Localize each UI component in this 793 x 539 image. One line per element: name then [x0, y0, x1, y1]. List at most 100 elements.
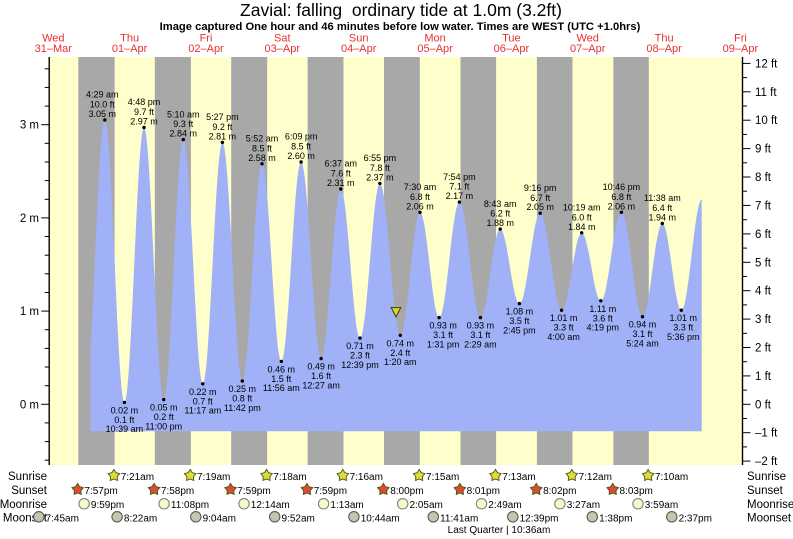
svg-text:0.02 m: 0.02 m — [111, 405, 139, 415]
svg-text:06–Apr: 06–Apr — [494, 43, 530, 55]
svg-text:10.0 ft: 10.0 ft — [90, 100, 116, 110]
svg-text:6:55 pm: 6:55 pm — [364, 153, 397, 163]
svg-text:9:52am: 9:52am — [282, 514, 315, 525]
svg-text:1.11 m: 1.11 m — [589, 304, 616, 314]
svg-text:5 ft: 5 ft — [755, 257, 772, 269]
svg-text:Sunrise: Sunrise — [8, 471, 47, 483]
svg-text:09–Apr: 09–Apr — [723, 43, 759, 55]
svg-text:4 ft: 4 ft — [755, 286, 772, 298]
svg-text:2 ft: 2 ft — [755, 343, 772, 355]
svg-text:7:19am: 7:19am — [197, 472, 230, 483]
svg-text:3.3 ft: 3.3 ft — [673, 323, 694, 333]
svg-text:0.05 m: 0.05 m — [150, 403, 178, 413]
svg-text:8:43 am: 8:43 am — [484, 199, 517, 209]
svg-text:7:13am: 7:13am — [502, 472, 535, 483]
svg-text:11:42 pm: 11:42 pm — [224, 403, 261, 413]
svg-text:12:14am: 12:14am — [251, 500, 290, 511]
svg-text:Zavial: falling ordinary tide: Zavial: falling ordinary tide at 1.0m (3… — [240, 0, 562, 20]
svg-text:01–Apr: 01–Apr — [112, 43, 148, 55]
svg-text:1.01 m: 1.01 m — [550, 313, 578, 323]
svg-text:2.84 m: 2.84 m — [170, 129, 198, 139]
svg-text:7:15am: 7:15am — [426, 472, 459, 483]
svg-text:7.6 ft: 7.6 ft — [331, 169, 352, 179]
svg-text:11 ft: 11 ft — [755, 87, 777, 99]
svg-text:9.3 ft: 9.3 ft — [173, 119, 194, 129]
svg-text:10:19 am: 10:19 am — [563, 203, 601, 213]
svg-text:1 m: 1 m — [20, 306, 39, 318]
svg-text:7.8 ft: 7.8 ft — [370, 163, 391, 173]
svg-text:8:22am: 8:22am — [124, 514, 157, 525]
svg-text:2.60 m: 2.60 m — [287, 151, 315, 161]
svg-text:6.0 ft: 6.0 ft — [572, 212, 593, 222]
svg-text:5:36 pm: 5:36 pm — [667, 332, 700, 342]
svg-text:–2 ft: –2 ft — [755, 456, 778, 468]
svg-text:9:16 pm: 9:16 pm — [524, 183, 557, 193]
svg-text:7:58pm: 7:58pm — [161, 486, 194, 497]
svg-text:2 m: 2 m — [20, 213, 39, 225]
svg-text:2.58 m: 2.58 m — [248, 153, 276, 163]
svg-text:5:10 am: 5:10 am — [167, 109, 200, 119]
svg-text:–1 ft: –1 ft — [755, 428, 778, 440]
svg-text:Fri: Fri — [200, 33, 213, 45]
svg-text:3.1 ft: 3.1 ft — [470, 330, 491, 340]
svg-text:2.06 m: 2.06 m — [608, 201, 636, 211]
svg-text:12:39 pm: 12:39 pm — [341, 360, 379, 370]
svg-text:1:20 am: 1:20 am — [384, 357, 417, 367]
svg-text:Sunrise: Sunrise — [747, 471, 786, 483]
svg-text:6:37 am: 6:37 am — [325, 159, 358, 169]
svg-text:3.6 ft: 3.6 ft — [593, 313, 614, 323]
svg-text:3 ft: 3 ft — [755, 314, 772, 326]
svg-text:12 ft: 12 ft — [755, 58, 778, 70]
svg-text:1.6 ft: 1.6 ft — [311, 371, 332, 381]
svg-text:6.7 ft: 6.7 ft — [530, 193, 551, 203]
svg-text:0.8 ft: 0.8 ft — [232, 394, 253, 404]
svg-text:1:31 pm: 1:31 pm — [427, 339, 460, 349]
svg-text:Fri: Fri — [734, 33, 747, 45]
svg-text:10:39 am: 10:39 am — [106, 424, 144, 434]
svg-text:5:27 pm: 5:27 pm — [206, 112, 239, 122]
svg-text:2.97 m: 2.97 m — [130, 117, 158, 127]
svg-text:7:45am: 7:45am — [46, 514, 79, 525]
svg-text:Thu: Thu — [655, 33, 674, 45]
svg-text:Mon: Mon — [424, 33, 445, 45]
svg-text:Wed: Wed — [42, 33, 64, 45]
svg-text:Moonset: Moonset — [747, 513, 792, 525]
svg-text:31–Mar: 31–Mar — [35, 43, 73, 55]
svg-text:2.31 m: 2.31 m — [327, 178, 355, 188]
svg-text:7:57pm: 7:57pm — [84, 486, 117, 497]
svg-text:Sun: Sun — [349, 33, 369, 45]
svg-text:0.94 m: 0.94 m — [629, 320, 657, 330]
svg-text:3 m: 3 m — [20, 120, 39, 132]
svg-text:6.2 ft: 6.2 ft — [490, 209, 511, 219]
svg-text:7:18am: 7:18am — [273, 472, 306, 483]
svg-text:4:29 am: 4:29 am — [86, 90, 119, 100]
svg-text:2.4 ft: 2.4 ft — [390, 348, 411, 358]
svg-text:11:00 pm: 11:00 pm — [145, 421, 182, 431]
svg-text:3.1 ft: 3.1 ft — [632, 329, 653, 339]
svg-text:8:01pm: 8:01pm — [467, 486, 500, 497]
svg-text:0.7 ft: 0.7 ft — [193, 396, 214, 406]
svg-text:7:10am: 7:10am — [655, 472, 688, 483]
svg-text:7:54 pm: 7:54 pm — [443, 172, 476, 182]
svg-text:6.8 ft: 6.8 ft — [611, 192, 632, 202]
svg-text:8 ft: 8 ft — [755, 172, 772, 184]
svg-text:0.22 m: 0.22 m — [189, 387, 217, 397]
svg-text:7:30 am: 7:30 am — [404, 182, 437, 192]
svg-text:7.1 ft: 7.1 ft — [449, 182, 470, 192]
svg-text:3.5 ft: 3.5 ft — [509, 316, 530, 326]
svg-text:10 ft: 10 ft — [755, 115, 778, 127]
svg-text:Moonrise: Moonrise — [0, 499, 47, 511]
svg-text:Image captured One hour and 46: Image captured One hour and 46 minutes b… — [160, 21, 641, 33]
svg-text:9:04am: 9:04am — [203, 514, 236, 525]
svg-text:1.08 m: 1.08 m — [506, 307, 534, 317]
svg-text:2.3 ft: 2.3 ft — [350, 351, 371, 361]
svg-text:08–Apr: 08–Apr — [646, 43, 682, 55]
svg-text:10:44am: 10:44am — [361, 514, 400, 525]
svg-text:1 ft: 1 ft — [755, 371, 772, 383]
svg-text:0.2 ft: 0.2 ft — [154, 412, 175, 422]
svg-text:4:48 pm: 4:48 pm — [128, 97, 161, 107]
svg-text:8:02pm: 8:02pm — [543, 486, 576, 497]
svg-text:0.74 m: 0.74 m — [387, 338, 415, 348]
svg-text:12:39pm: 12:39pm — [520, 514, 559, 525]
svg-text:2.05 m: 2.05 m — [526, 202, 554, 212]
